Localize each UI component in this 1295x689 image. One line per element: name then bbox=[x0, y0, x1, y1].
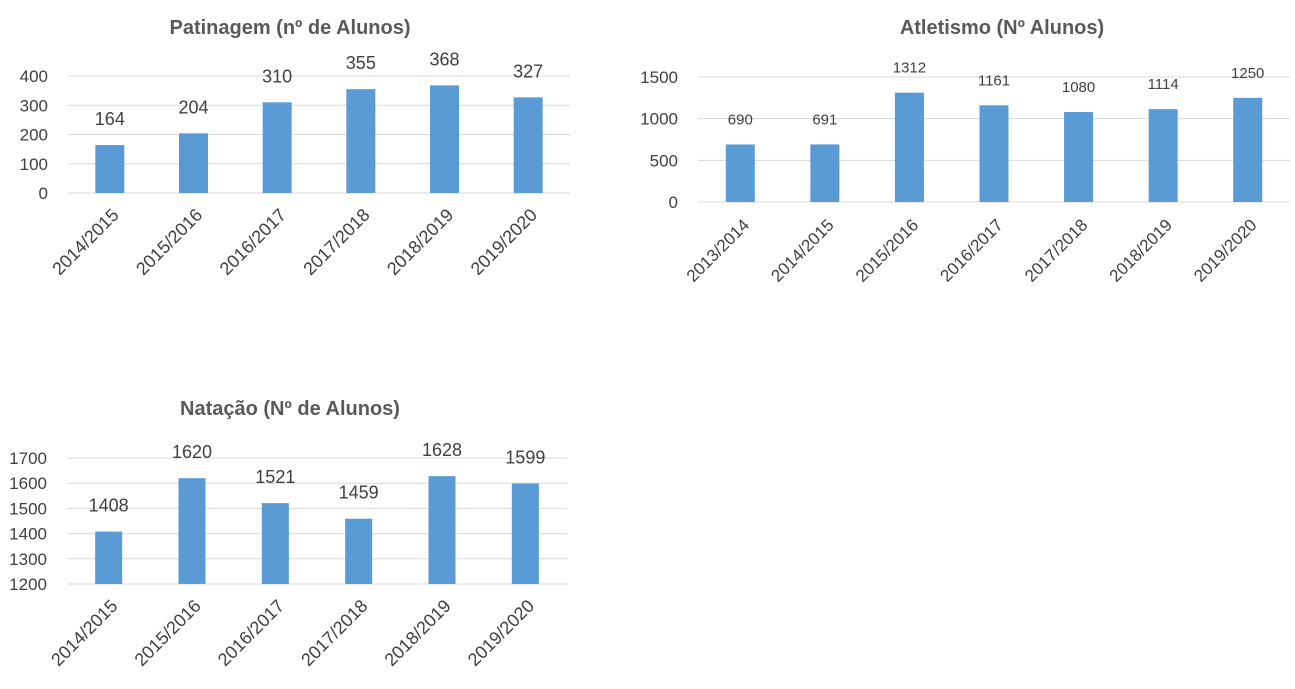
x-tick-label: 2015/2016 bbox=[852, 215, 922, 285]
x-tick-label: 2016/2017 bbox=[937, 215, 1007, 285]
chart-atletismo: Atletismo (Nº Alunos) 0 500 1000 1500 690 2013… bbox=[620, 0, 1295, 330]
y-tick-label: 500 bbox=[650, 151, 678, 170]
bar bbox=[430, 85, 459, 193]
chart-title: Patinagem (nº de Alunos) bbox=[169, 17, 410, 39]
y-tick-label: 1300 bbox=[9, 550, 47, 569]
bar bbox=[1233, 97, 1263, 202]
y-tick-label: 1400 bbox=[9, 525, 47, 544]
bar bbox=[979, 105, 1009, 202]
x-tick-label: 2015/2016 bbox=[131, 596, 205, 670]
y-tick-label: 200 bbox=[20, 126, 48, 145]
bar bbox=[179, 133, 208, 193]
data-label: 368 bbox=[429, 49, 459, 69]
chart-natacao-svg: Natação (Nº de Alunos) 1200 1300 1400 1500 16… bbox=[9, 398, 567, 670]
chart-natacao: Natação (Nº de Alunos) 1200 1300 1400 1500 16… bbox=[0, 380, 640, 689]
bar bbox=[345, 518, 373, 584]
data-label: 1521 bbox=[255, 467, 295, 487]
chart-atletismo-svg: Atletismo (Nº Alunos) 0 500 1000 1500 690 2013… bbox=[640, 17, 1290, 286]
x-tick-label: 2015/2016 bbox=[132, 205, 206, 279]
bar bbox=[810, 144, 840, 202]
data-label: 1628 bbox=[422, 440, 462, 460]
bar bbox=[511, 483, 539, 584]
data-label: 1620 bbox=[172, 442, 212, 462]
y-tick-label: 400 bbox=[20, 67, 48, 86]
x-tick-label: 2019/2020 bbox=[464, 596, 538, 670]
y-tick-label: 300 bbox=[20, 96, 48, 115]
x-tick-label: 2014/2015 bbox=[48, 205, 122, 279]
bar bbox=[262, 102, 292, 193]
bar bbox=[513, 97, 543, 193]
x-tick-label: 2014/2015 bbox=[767, 215, 837, 285]
x-tick-label: 2017/2018 bbox=[299, 205, 373, 279]
data-label: 1250 bbox=[1231, 65, 1264, 82]
data-label: 164 bbox=[95, 109, 125, 129]
data-label: 690 bbox=[728, 112, 753, 129]
x-tick-label: 2017/2018 bbox=[1021, 215, 1091, 285]
y-tick-label: 1000 bbox=[640, 110, 678, 129]
chart-title: Natação (Nº de Alunos) bbox=[180, 398, 400, 420]
y-tick-label: 1200 bbox=[9, 575, 47, 594]
data-label: 204 bbox=[178, 97, 208, 117]
data-label: 355 bbox=[346, 53, 376, 73]
y-tick-label: 1600 bbox=[9, 474, 47, 493]
x-tick-label: 2016/2017 bbox=[216, 205, 290, 279]
data-label: 310 bbox=[262, 66, 292, 86]
y-tick-label: 100 bbox=[20, 155, 48, 174]
bar bbox=[346, 89, 376, 193]
bar bbox=[725, 144, 755, 202]
bar bbox=[178, 478, 206, 584]
x-tick-label: 2019/2020 bbox=[1190, 215, 1260, 285]
chart-patinagem-svg: Patinagem (nº de Alunos) 0 100 200 300 400 164… bbox=[20, 17, 570, 279]
x-tick-label: 2018/2019 bbox=[383, 205, 457, 279]
data-label: 1459 bbox=[339, 483, 379, 503]
x-tick-label: 2019/2020 bbox=[467, 205, 541, 279]
x-tick-label: 2018/2019 bbox=[381, 596, 455, 670]
x-tick-label: 2013/2014 bbox=[683, 215, 753, 285]
chart-patinagem: Patinagem (nº de Alunos) 0 100 200 300 400 164… bbox=[0, 0, 640, 320]
x-tick-label: 2018/2019 bbox=[1106, 215, 1176, 285]
data-label: 1599 bbox=[505, 447, 545, 467]
bar bbox=[1064, 112, 1094, 202]
bar bbox=[1148, 109, 1178, 202]
data-label: 1161 bbox=[978, 72, 1010, 89]
bar bbox=[261, 503, 289, 584]
data-label: 1312 bbox=[893, 60, 926, 77]
data-label: 1408 bbox=[89, 496, 129, 516]
bar bbox=[95, 531, 123, 584]
bar bbox=[894, 92, 924, 202]
data-label: 327 bbox=[513, 61, 543, 81]
y-tick-label: 0 bbox=[39, 184, 48, 203]
x-tick-label: 2016/2017 bbox=[214, 596, 288, 670]
y-tick-label: 1500 bbox=[9, 499, 47, 518]
x-tick-label: 2017/2018 bbox=[297, 596, 371, 670]
data-label: 1114 bbox=[1148, 76, 1179, 93]
y-tick-label: 0 bbox=[669, 193, 678, 212]
data-label: 1080 bbox=[1062, 79, 1095, 96]
bar bbox=[428, 476, 456, 584]
y-tick-label: 1700 bbox=[9, 449, 47, 468]
x-tick-label: 2014/2015 bbox=[47, 596, 121, 670]
data-label: 691 bbox=[812, 111, 837, 128]
chart-title: Atletismo (Nº Alunos) bbox=[900, 17, 1104, 39]
bar bbox=[95, 145, 125, 193]
y-tick-label: 1500 bbox=[640, 68, 678, 87]
